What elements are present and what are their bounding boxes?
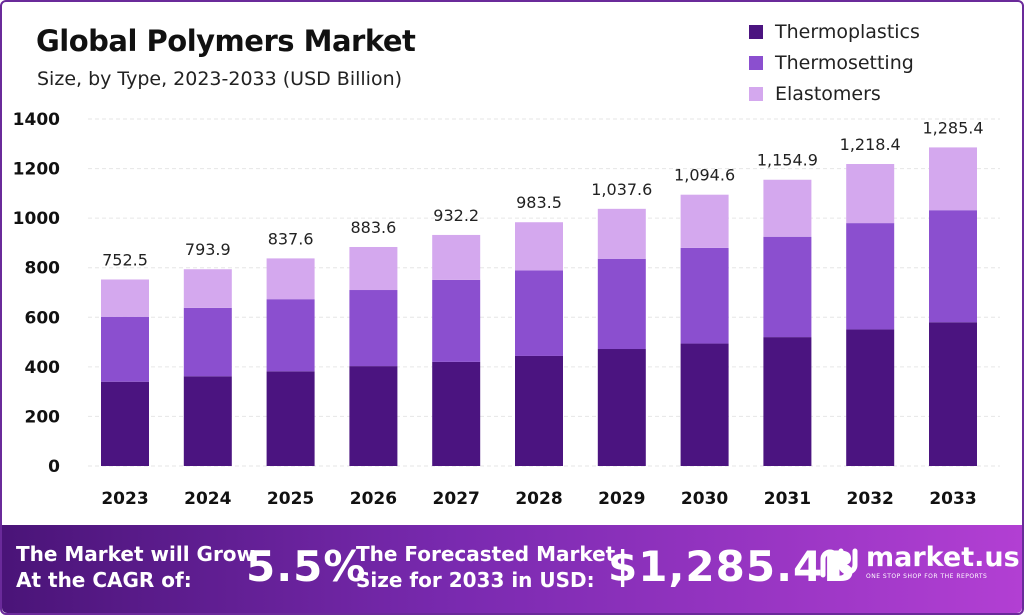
bar-segment-thermosetting (432, 279, 481, 362)
y-tick-label: 400 (25, 358, 61, 378)
bar-segment-thermoplastics (183, 376, 232, 466)
bar-segment-elastomers (763, 179, 812, 237)
cagr-caption: The Market will Grow At the CAGR of: (16, 541, 255, 593)
bar-segment-thermosetting (349, 290, 398, 367)
y-tick-label: 1200 (13, 160, 60, 180)
bar-segment-thermoplastics (929, 322, 977, 466)
x-tick-label: 2033 (929, 489, 976, 509)
cagr-caption-line2: At the CAGR of: (16, 568, 192, 592)
data-label-total: 1,285.4 (922, 118, 983, 137)
x-tick-label: 2031 (764, 489, 811, 509)
bar-segment-thermoplastics (349, 366, 398, 466)
bar-segment-thermosetting (597, 258, 646, 350)
data-label-total: 1,154.9 (757, 151, 818, 170)
bar-segment-thermoplastics (846, 329, 895, 466)
bar-segment-thermoplastics (515, 355, 563, 466)
bar-segment-thermoplastics (763, 337, 812, 466)
cagr-caption-line1: The Market will Grow (16, 542, 256, 566)
legend-item-thermoplastics: Thermoplastics (749, 16, 920, 47)
y-tick-label: 200 (25, 407, 61, 427)
x-tick-label: 2029 (598, 489, 645, 509)
logo-name: market.us (866, 542, 1020, 573)
legend-swatch-thermoplastics (749, 24, 763, 39)
x-tick-label: 2025 (267, 489, 314, 509)
x-tick-label: 2026 (350, 489, 397, 509)
bar-segment-elastomers (349, 246, 398, 291)
legend-label-elastomers: Elastomers (775, 82, 881, 105)
bar-segment-thermosetting (101, 316, 149, 382)
data-label-total: 983.5 (516, 193, 562, 212)
legend-item-elastomers: Elastomers (749, 78, 920, 109)
summary-banner: The Market will Grow At the CAGR of: 5.5… (2, 525, 1022, 613)
bar-segment-thermoplastics (680, 343, 729, 466)
bar-segment-thermoplastics (266, 371, 315, 466)
bar-segment-thermoplastics (101, 381, 149, 466)
bar-segment-elastomers (929, 147, 977, 211)
bar-segment-elastomers (846, 164, 895, 224)
bar-segment-elastomers (680, 194, 729, 248)
data-label-total: 793.9 (185, 240, 231, 259)
data-label-total: 932.2 (433, 206, 479, 225)
legend-label-thermosetting: Thermosetting (775, 51, 914, 74)
data-label-total: 837.6 (268, 229, 314, 248)
market-us-logo: market.us ONE STOP SHOP FOR THE REPORTS (820, 544, 1020, 580)
cagr-value: 5.5% (246, 542, 367, 591)
bar-segment-thermosetting (763, 236, 812, 338)
x-tick-label: 2032 (847, 489, 894, 509)
bar-segment-elastomers (515, 222, 563, 271)
logo-tagline: ONE STOP SHOP FOR THE REPORTS (866, 573, 988, 580)
y-tick-label: 1000 (13, 209, 60, 229)
legend-label-thermoplastics: Thermoplastics (775, 20, 920, 43)
y-tick-label: 1400 (13, 110, 60, 130)
x-tick-label: 2028 (515, 489, 562, 509)
bar-segment-elastomers (266, 258, 315, 300)
bar-segment-elastomers (101, 279, 149, 317)
x-tick-label: 2027 (433, 489, 480, 509)
stacked-bar-chart: 0 200 400 600 800 1000 1200 1400 752.5 2023 793.9 2… (13, 110, 1000, 509)
bar-segment-thermosetting (515, 270, 563, 356)
y-tick-label: 600 (25, 308, 61, 328)
bar-segment-thermosetting (846, 223, 895, 330)
bar-segment-thermosetting (680, 247, 729, 344)
legend-item-thermosetting: Thermosetting (749, 47, 920, 78)
x-tick-label: 2023 (101, 489, 148, 509)
forecast-caption-line1: The Forecasted Market (356, 542, 616, 566)
bar-segment-thermosetting (266, 299, 315, 372)
bar-segment-elastomers (597, 208, 646, 259)
y-tick-label: 0 (48, 457, 60, 477)
bar-segment-elastomers (432, 234, 481, 280)
bar-segment-thermosetting (929, 210, 977, 323)
bar-segment-thermoplastics (597, 349, 646, 466)
data-label-total: 1,218.4 (840, 135, 901, 154)
data-label-total: 1,094.6 (674, 166, 735, 185)
chart-title: Global Polymers Market (36, 24, 416, 58)
data-label-total: 1,037.6 (591, 180, 652, 199)
legend: Thermoplastics Thermosetting Elastomers (749, 16, 920, 109)
x-tick-label: 2030 (681, 489, 728, 509)
y-tick-label: 800 (25, 259, 61, 279)
legend-swatch-elastomers (749, 86, 763, 101)
data-label-total: 752.5 (102, 250, 148, 269)
x-tick-label: 2024 (184, 489, 231, 509)
data-label-total: 883.6 (350, 218, 396, 237)
market-us-logo-icon (820, 548, 858, 578)
forecast-value: $1,285.4B (608, 542, 857, 591)
legend-swatch-thermosetting (749, 55, 763, 70)
bar-segment-elastomers (183, 269, 232, 308)
forecast-caption-line2: Size for 2033 in USD: (356, 568, 595, 592)
chart-subtitle: Size, by Type, 2023-2033 (USD Billion) (37, 68, 403, 90)
bar-segment-thermosetting (183, 307, 232, 377)
forecast-caption: The Forecasted Market Size for 2033 in U… (356, 541, 615, 593)
bar-segment-thermoplastics (432, 361, 481, 466)
